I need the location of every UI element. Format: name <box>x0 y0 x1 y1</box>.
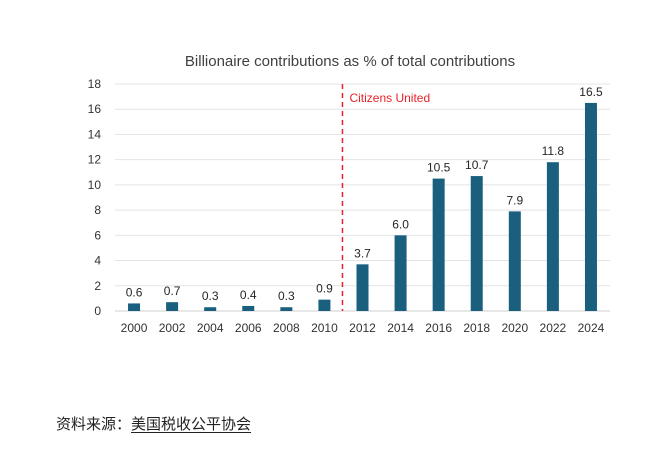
bar-2014 <box>394 235 407 311</box>
bar-2022 <box>546 162 559 311</box>
bar-2008 <box>280 307 293 311</box>
x-tick-label: 2018 <box>463 321 490 335</box>
data-label-2018: 10.7 <box>465 158 489 172</box>
chart-title: Billionaire contributions as % of total … <box>185 53 515 70</box>
x-tick-label: 2008 <box>273 321 300 335</box>
bar-2024 <box>584 102 597 312</box>
source-link[interactable]: 美国税收公平协会 <box>131 415 252 433</box>
data-label-2006: 0.4 <box>240 288 257 302</box>
citizens-united-annotation: Citizens United <box>341 84 430 311</box>
data-label-2024: 16.5 <box>579 85 603 99</box>
y-tick-label: 16 <box>88 102 102 116</box>
citizens-united-label: Citizens United <box>349 91 430 105</box>
bar-2004 <box>204 307 217 311</box>
data-label-2016: 10.5 <box>427 161 451 175</box>
x-tick-label: 2020 <box>501 321 528 335</box>
bar-2016 <box>432 178 445 311</box>
data-label-2020: 7.9 <box>506 193 523 207</box>
x-tick-label: 2010 <box>311 321 338 335</box>
source-note: 资料来源：美国税收公平协会 <box>56 413 251 434</box>
grid-lines <box>115 83 610 312</box>
x-tick-label: 2022 <box>540 321 567 335</box>
bar-2020 <box>508 211 521 311</box>
data-label-2002: 0.7 <box>164 284 181 298</box>
x-tick-label: 2014 <box>387 321 414 335</box>
bar-2018 <box>470 176 483 311</box>
data-label-2014: 6.0 <box>392 217 409 231</box>
source-label: 资料来源： <box>56 415 132 433</box>
x-tick-label: 2016 <box>425 321 452 335</box>
data-label-2022: 11.8 <box>542 144 565 158</box>
y-tick-label: 12 <box>88 153 102 167</box>
y-tick-label: 0 <box>94 304 101 318</box>
x-tick-label: 2006 <box>235 321 262 335</box>
bars <box>128 102 597 312</box>
y-tick-label: 18 <box>88 77 102 91</box>
x-axis-ticks: 2000 2002 2004 2006 2008 2010 2012 2014 2016 2018… <box>121 321 605 335</box>
y-tick-label: 10 <box>88 178 102 192</box>
data-label-2008: 0.3 <box>278 289 295 303</box>
x-tick-label: 2024 <box>578 321 605 335</box>
data-label-2004: 0.3 <box>202 289 219 303</box>
data-label-2000: 0.6 <box>126 285 143 299</box>
bar-2010 <box>318 299 331 311</box>
y-axis-ticks: 0 2 4 6 8 10 12 14 16 18 <box>88 77 102 318</box>
bar-chart: Billionaire contributions as % of total … <box>88 53 610 335</box>
data-label-2010: 0.9 <box>316 282 333 296</box>
y-tick-label: 4 <box>94 254 101 268</box>
data-label-2012: 3.7 <box>354 246 371 260</box>
x-tick-label: 2002 <box>159 321 186 335</box>
data-labels: 0.6 0.7 0.3 0.4 0.3 0.9 3.7 6.0 10.5 10.7 7.9 11.8 1… <box>126 85 603 303</box>
y-tick-label: 8 <box>94 203 101 217</box>
bar-2012 <box>356 264 369 311</box>
x-tick-label: 2012 <box>349 321 376 335</box>
bar-2000 <box>128 303 141 311</box>
x-tick-label: 2004 <box>197 321 224 335</box>
x-tick-label: 2000 <box>121 321 148 335</box>
y-tick-label: 2 <box>94 279 101 293</box>
bar-2002 <box>166 302 179 311</box>
y-tick-label: 14 <box>88 127 102 141</box>
bar-2006 <box>242 305 255 311</box>
y-tick-label: 6 <box>94 228 101 242</box>
